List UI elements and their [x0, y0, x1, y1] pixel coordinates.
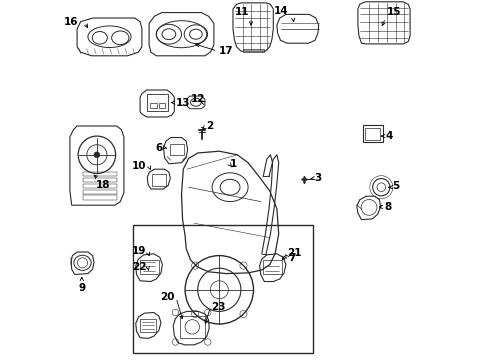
Bar	[242, 49, 263, 52]
Text: 2: 2	[205, 121, 213, 131]
Bar	[362, 125, 383, 142]
Text: 11: 11	[234, 7, 248, 17]
Bar	[140, 319, 156, 332]
Text: 19: 19	[132, 246, 146, 256]
Text: 23: 23	[211, 302, 225, 312]
Bar	[133, 225, 312, 353]
Text: 21: 21	[286, 248, 301, 258]
Text: 8: 8	[384, 202, 390, 212]
Bar	[82, 184, 117, 188]
Bar	[147, 94, 168, 111]
Bar	[152, 174, 166, 186]
Text: 10: 10	[132, 161, 146, 171]
Text: 7: 7	[288, 253, 295, 264]
Text: 1: 1	[229, 159, 236, 169]
Bar	[82, 190, 117, 194]
Text: 16: 16	[63, 17, 78, 27]
Text: 22: 22	[132, 262, 146, 272]
Text: 14: 14	[273, 6, 288, 16]
Text: 6: 6	[155, 143, 162, 153]
Bar	[179, 316, 204, 338]
Bar	[263, 260, 282, 274]
Text: 15: 15	[386, 7, 400, 17]
Text: 4: 4	[385, 131, 392, 141]
Bar	[140, 260, 159, 274]
Text: 18: 18	[96, 180, 110, 190]
Text: 5: 5	[391, 181, 399, 192]
Text: 9: 9	[78, 283, 85, 293]
Bar	[82, 172, 117, 176]
Bar	[159, 103, 165, 108]
Circle shape	[94, 152, 100, 158]
Bar	[170, 144, 183, 155]
Text: 13: 13	[175, 98, 189, 108]
Text: 3: 3	[314, 173, 321, 183]
Bar	[82, 178, 117, 182]
Text: 12: 12	[191, 94, 205, 104]
Bar	[150, 103, 157, 108]
Text: 20: 20	[160, 292, 174, 302]
Bar	[365, 128, 379, 140]
Text: 17: 17	[218, 46, 233, 56]
Bar	[82, 195, 117, 200]
